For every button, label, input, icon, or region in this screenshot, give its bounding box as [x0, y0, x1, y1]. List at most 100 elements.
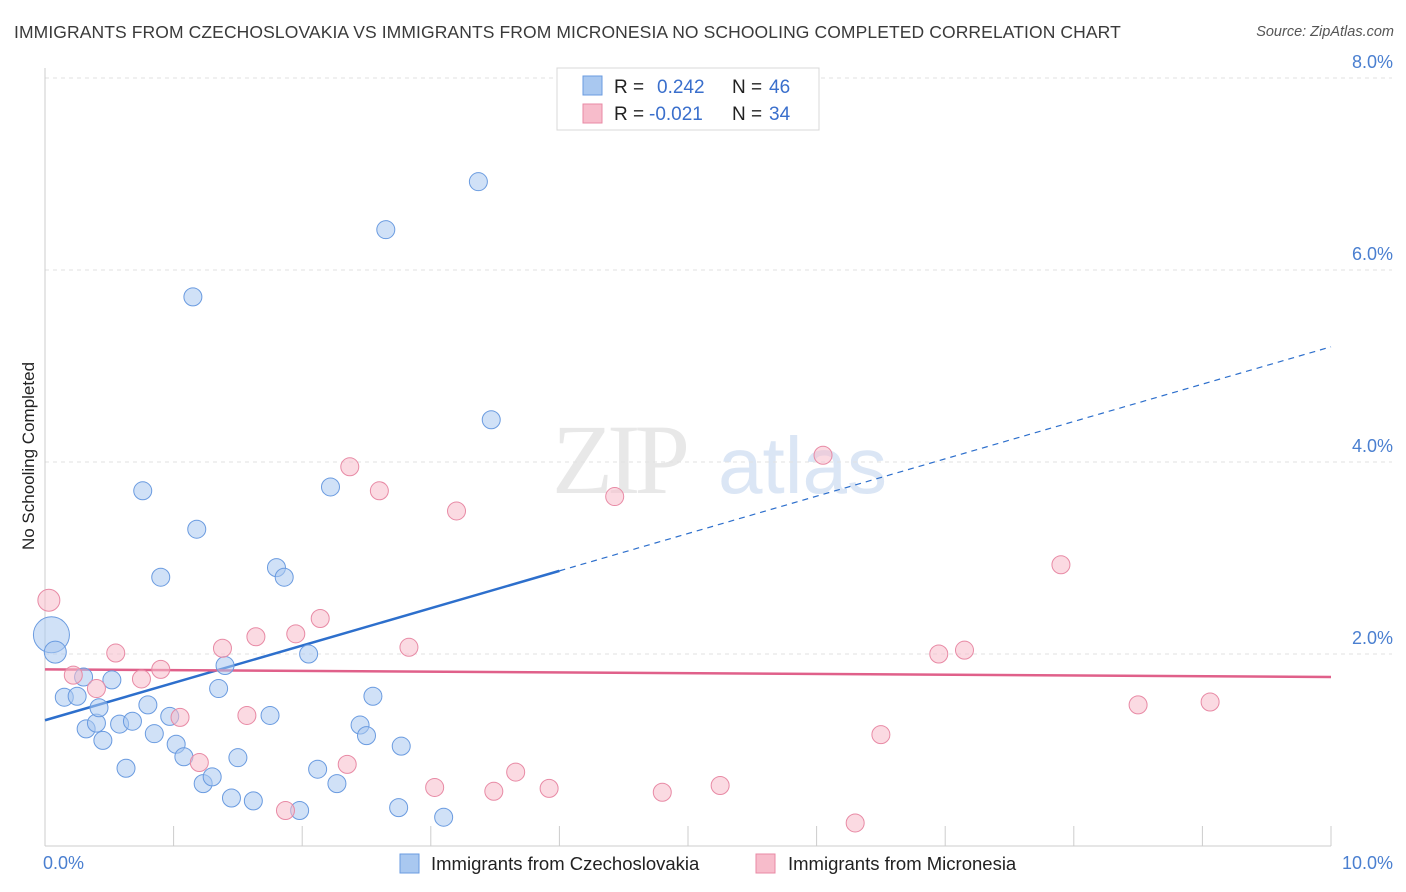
data-points [32, 172, 1220, 833]
point-s1-6 [170, 707, 190, 727]
point-s1-5 [151, 659, 171, 679]
point-s1-20 [484, 781, 504, 801]
watermark-atlas: atlas [718, 421, 887, 510]
point-s1-8 [212, 638, 232, 658]
point-s1-27 [845, 813, 865, 833]
point-s1-23 [605, 487, 625, 507]
point-s1-7 [189, 752, 209, 772]
y-tick-label-1: 4.0% [1352, 436, 1393, 456]
trend-line-dashed-0 [559, 346, 1332, 572]
legend-r-value-2: -0.021 [649, 104, 703, 125]
point-s1-12 [286, 624, 306, 644]
point-s1-11 [275, 800, 295, 820]
series-legend-swatch-micronesia [755, 853, 776, 874]
y-tick-label-0: 2.0% [1352, 628, 1393, 648]
point-s0-23 [202, 767, 222, 787]
x-tick-label-max: 10.0% [1342, 853, 1393, 873]
point-s1-30 [954, 640, 974, 660]
point-s0-1 [43, 640, 67, 664]
point-s1-3 [106, 643, 126, 663]
legend-n-label-1: N = [732, 77, 767, 98]
legend-n-label-2: N = [732, 104, 767, 125]
point-s1-13 [310, 608, 330, 628]
point-s1-26 [813, 445, 833, 465]
legend-swatch-czechoslovakia [582, 75, 603, 96]
point-s1-32 [1128, 695, 1148, 715]
point-s0-21 [187, 519, 207, 539]
trend-lines [44, 346, 1332, 722]
series-legend-label-micronesia: Immigrants from Micronesia [788, 853, 1017, 874]
chart-source: Source: ZipAtlas.com [1256, 24, 1394, 40]
correlation-legend: R = 0.242 N = 46 R = -0.021 N = 34 [556, 67, 820, 131]
point-s1-14 [337, 754, 357, 774]
point-s1-17 [399, 637, 419, 657]
point-s0-3 [67, 686, 87, 706]
point-s0-25 [215, 656, 235, 676]
point-s0-15 [144, 724, 164, 744]
point-s1-29 [929, 644, 949, 664]
point-s0-34 [308, 759, 328, 779]
point-s0-13 [133, 481, 153, 501]
point-s1-9 [237, 705, 257, 725]
point-s0-12 [122, 711, 142, 731]
point-s0-40 [376, 220, 396, 240]
y-tick-label-2: 6.0% [1352, 244, 1393, 264]
series-legend: Immigrants from Czechoslovakia Immigrant… [399, 853, 1017, 874]
point-s0-24 [209, 679, 229, 699]
point-s0-11 [116, 758, 136, 778]
x-tick-label-min: 0.0% [43, 853, 84, 873]
legend-n-value-1: 46 [769, 77, 790, 98]
point-s1-18 [425, 777, 445, 797]
point-s1-19 [447, 501, 467, 521]
point-s0-8 [93, 730, 113, 750]
axes [44, 68, 1332, 847]
point-s0-36 [327, 774, 347, 794]
y-tick-labels: 2.0% 4.0% 6.0% 8.0% [1352, 52, 1393, 648]
trend-line-solid-1 [44, 668, 1332, 679]
point-s1-0 [37, 588, 61, 612]
point-s0-14 [138, 695, 158, 715]
series-legend-label-czechoslovakia: Immigrants from Czechoslovakia [431, 853, 700, 874]
point-s1-2 [86, 679, 106, 699]
legend-r-label-1: R = [614, 77, 649, 98]
y-tick-label-3: 8.0% [1352, 52, 1393, 72]
series-legend-swatch-czechoslovakia [399, 853, 420, 874]
point-s1-24 [652, 782, 672, 802]
point-s1-33 [1200, 692, 1220, 712]
point-s1-31 [1051, 555, 1071, 575]
point-s1-1 [63, 665, 83, 685]
point-s1-25 [710, 776, 730, 796]
point-s1-15 [340, 457, 360, 477]
point-s1-28 [871, 725, 891, 745]
point-s0-16 [151, 567, 171, 587]
point-s1-21 [506, 762, 526, 782]
legend-r-value-1: 0.242 [657, 77, 705, 98]
point-s0-26 [221, 788, 241, 808]
chart-title: IMMIGRANTS FROM CZECHOSLOVAKIA VS IMMIGR… [14, 22, 1121, 42]
point-s0-42 [391, 736, 411, 756]
point-s0-29 [260, 705, 280, 725]
point-s0-43 [434, 807, 454, 827]
point-s0-31 [274, 567, 294, 587]
point-s0-41 [389, 798, 409, 818]
point-s0-38 [357, 726, 376, 746]
legend-swatch-micronesia [582, 103, 603, 124]
point-s1-10 [246, 627, 266, 647]
legend-r-label-2: R = [614, 104, 649, 125]
gridlines [45, 77, 1392, 655]
point-s0-28 [243, 791, 263, 811]
point-s0-7 [89, 698, 109, 718]
point-s1-4 [131, 669, 151, 689]
point-s0-9 [102, 670, 122, 690]
point-s0-33 [299, 644, 319, 664]
point-s0-45 [481, 410, 501, 430]
point-s1-16 [369, 481, 389, 501]
point-s0-27 [228, 748, 248, 768]
point-s0-44 [468, 172, 488, 192]
legend-n-value-2: 34 [769, 104, 791, 125]
trend-line-solid-0 [44, 569, 560, 722]
point-s1-22 [539, 778, 559, 798]
point-s0-39 [363, 686, 383, 706]
point-s0-35 [320, 477, 340, 497]
